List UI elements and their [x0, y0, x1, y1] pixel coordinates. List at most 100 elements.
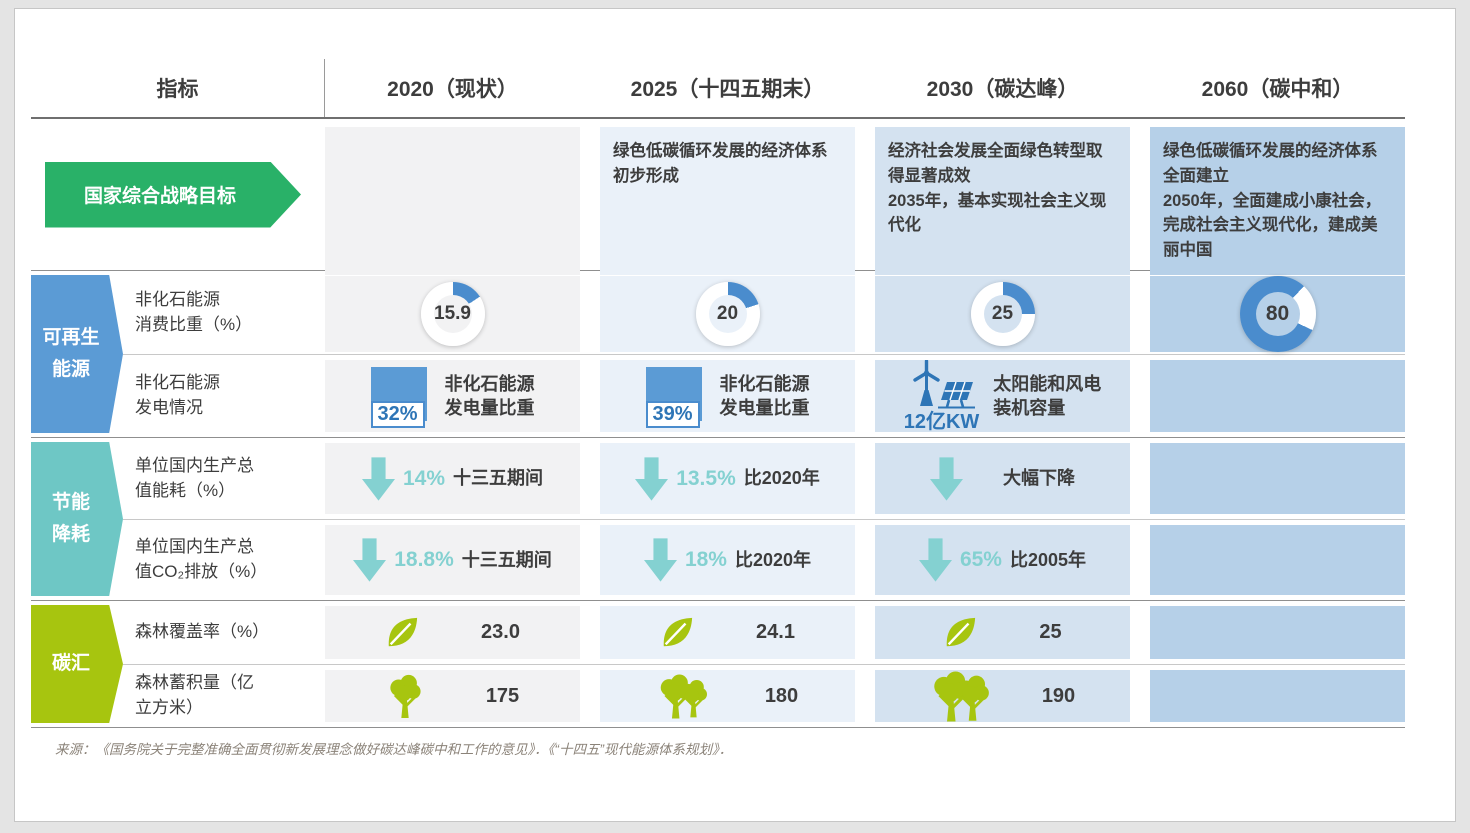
leaf-icon	[945, 616, 977, 647]
coverage-cell-2030: 25	[875, 606, 1130, 659]
donut-cell-2030: 25	[875, 276, 1130, 352]
co2-cell-2020: 18.8% 十三五期间	[325, 525, 580, 595]
strategy-2060-cell: 绿色低碳循环发展的经济体系全面建立 2050年，全面建成小康社会，完成社会主义现…	[1150, 127, 1405, 275]
down-arrow-icon	[361, 456, 395, 501]
donut-chart: 20	[695, 282, 760, 346]
row-label: 非化石能源 发电情况	[135, 373, 220, 417]
stock-cell-2060-empty	[1150, 670, 1405, 722]
reduction-period: 大幅下降	[1003, 468, 1075, 489]
category-sink-arrow: 碳汇	[31, 605, 123, 723]
reduction-period: 比2020年	[743, 468, 820, 489]
energy-cell-2060-empty	[1150, 443, 1405, 514]
power-cell-2020: 32% 非化石能源 发电量比重	[325, 360, 580, 432]
reduction-period: 十三五期间	[461, 549, 552, 570]
row-forest-stock: 森林蓄积量（亿 立方米） 175 180	[123, 664, 1405, 727]
co2-cell-2060-empty	[1150, 525, 1405, 595]
row-forest-coverage: 森林覆盖率（%） 23.0 24.1	[123, 601, 1405, 664]
header-indicator: 指标	[31, 59, 325, 117]
leaf-icon	[387, 616, 419, 647]
group-saving: 节能 降耗 单位国内生产总 值能耗（%） 14% 十三五期间	[31, 438, 1405, 601]
coverage-cell-2025: 24.1	[600, 606, 855, 659]
donut-value: 25	[991, 303, 1014, 324]
down-arrow-icon	[930, 456, 963, 501]
trees-icon	[932, 670, 991, 722]
coverage-cell-2060-empty	[1150, 606, 1405, 659]
header-2025: 2025（十四五期末）	[630, 78, 825, 101]
donut-cell-2060: 80	[1150, 276, 1405, 352]
co2-cell-2030: 65% 比2005年	[875, 525, 1130, 595]
row-nonfossil-share: 非化石能源 消费比重（%） 15.9 20 25	[123, 271, 1405, 354]
co2-cell-2025: 18% 比2020年	[600, 525, 855, 595]
header-2030: 2030（碳达峰）	[926, 78, 1079, 101]
donut-chart: 25	[970, 282, 1035, 346]
power-cell-2025: 39% 非化石能源 发电量比重	[600, 360, 855, 432]
energy-cell-2020: 14% 十三五期间	[325, 443, 580, 514]
table-header-row: 指标 2020（现状） 2025（十四五期末） 2030（碳达峰） 2060（碳…	[31, 59, 1405, 119]
stock-cell-2020: 175	[325, 670, 580, 722]
row-label: 单位国内生产总 值能耗（%）	[135, 455, 254, 500]
donut-value: 15.9	[434, 303, 471, 324]
reduction-period: 十三五期间	[453, 468, 544, 489]
donut-chart: 80	[1239, 276, 1316, 352]
down-arrow-icon	[353, 538, 387, 582]
bar-chart-icon: 32%	[370, 367, 427, 428]
strategy-row: 国家综合战略目标 绿色低碳循环发展的经济体系初步形成 经济社会发展全面绿色转型取…	[31, 119, 1405, 275]
down-arrow-icon	[918, 538, 952, 582]
row-label: 森林蓄积量（亿 立方米）	[135, 673, 254, 717]
stock-cell-2025: 180	[600, 670, 855, 722]
reduction-period: 比2005年	[1009, 549, 1087, 570]
donut-cell-2025: 20	[600, 276, 855, 352]
stock-value: 190	[1041, 684, 1076, 707]
reduction-percent: 65%	[959, 548, 1002, 571]
power-cell-2030: 12亿KW 太阳能和风电 装机容量	[875, 360, 1130, 432]
reduction-percent: 18.8%	[394, 548, 454, 571]
stock-value: 175	[485, 684, 520, 707]
strategy-2030-cell: 经济社会发展全面绿色转型取得显著成效 2035年，基本实现社会主义现代化	[875, 127, 1130, 275]
row-label: 非化石能源 消费比重（%）	[135, 289, 253, 334]
capacity-value: 12亿KW	[903, 411, 980, 433]
trees-icon	[659, 673, 709, 720]
row-energy-intensity: 单位国内生产总 值能耗（%） 14% 十三五期间 13.5% 比2	[123, 438, 1405, 519]
down-arrow-icon	[635, 456, 669, 501]
strategy-2020-cell	[325, 127, 580, 275]
row-label: 森林覆盖率（%）	[135, 622, 270, 642]
category-saving-arrow: 节能 降耗	[31, 442, 123, 596]
coverage-value: 25	[1039, 621, 1062, 643]
source-note: 来源：《国务院关于完整准确全面贯彻新发展理念做好碳达峰碳中和工作的意见》．《“十…	[55, 742, 733, 757]
row-co2-intensity: 单位国内生产总 值CO₂排放（%） 18.8% 十三五期间 18%	[123, 519, 1405, 600]
bar-percent-label: 32%	[370, 401, 425, 428]
leaf-icon	[662, 616, 694, 647]
slide-card: 指标 2020（现状） 2025（十四五期末） 2030（碳达峰） 2060（碳…	[14, 8, 1456, 822]
coverage-value: 24.1	[756, 621, 795, 643]
donut-chart: 15.9	[420, 282, 485, 346]
coverage-cell-2020: 23.0	[325, 606, 580, 659]
energy-cell-2025: 13.5% 比2020年	[600, 443, 855, 514]
wind-turbine-solar-icon	[913, 360, 978, 410]
group-renewable: 可再生 能源 非化石能源 消费比重（%） 15.9 20	[31, 271, 1405, 438]
power-desc: 非化石能源 发电量比重	[719, 373, 810, 418]
row-nonfossil-power: 非化石能源 发电情况 32% 非化石能源 发电量比重	[123, 354, 1405, 437]
donut-cell-2020: 15.9	[325, 276, 580, 352]
header-2020: 2020（现状）	[387, 78, 518, 101]
strategy-2025-cell: 绿色低碳循环发展的经济体系初步形成	[600, 127, 855, 275]
coverage-value: 23.0	[481, 621, 520, 643]
strategy-banner-arrow: 国家综合战略目标	[45, 161, 301, 228]
tree-icon	[388, 674, 422, 718]
reduction-percent: 13.5%	[676, 466, 736, 490]
reduction-percent: 14%	[402, 466, 446, 490]
power-desc: 太阳能和风电 装机容量	[993, 373, 1102, 418]
down-arrow-icon	[643, 538, 677, 582]
group-carbon-sink: 碳汇 森林覆盖率（%） 23.0 24.1	[31, 601, 1405, 728]
reduction-percent: 18%	[684, 548, 727, 571]
power-cell-2060-empty	[1150, 360, 1405, 432]
power-desc: 非化石能源 发电量比重	[444, 373, 535, 418]
stock-cell-2030: 190	[875, 670, 1130, 722]
donut-value: 80	[1265, 302, 1290, 325]
stock-value: 180	[764, 684, 799, 707]
reduction-period: 比2020年	[734, 549, 812, 570]
bar-chart-icon: 39%	[645, 367, 702, 428]
energy-cell-2030: 大幅下降	[875, 443, 1130, 514]
donut-value: 20	[716, 303, 739, 324]
category-renewable-arrow: 可再生 能源	[31, 275, 123, 433]
row-label: 单位国内生产总 值CO₂排放（%）	[135, 537, 268, 581]
